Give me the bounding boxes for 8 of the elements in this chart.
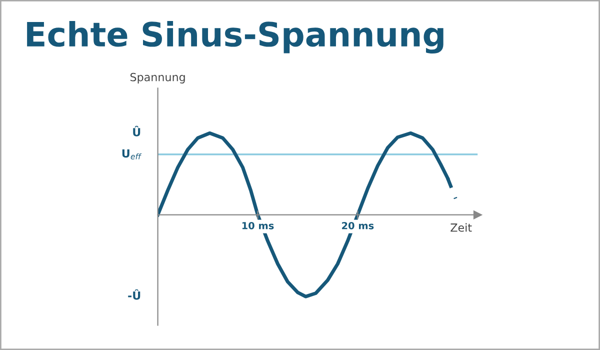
x-axis-title: Zeit: [450, 223, 472, 232]
chart-title: Echte Sinus-Spannung: [27, 21, 444, 54]
y-axis-title: Spannung: [130, 72, 185, 84]
ref-line-label: U$_{eff}$: [122, 149, 142, 160]
text: -Û: [128, 289, 140, 300]
x-tick-label: 10 ms: [242, 222, 274, 230]
text: Û: [133, 126, 140, 136]
x-tick-label: 20 ms: [342, 222, 374, 230]
